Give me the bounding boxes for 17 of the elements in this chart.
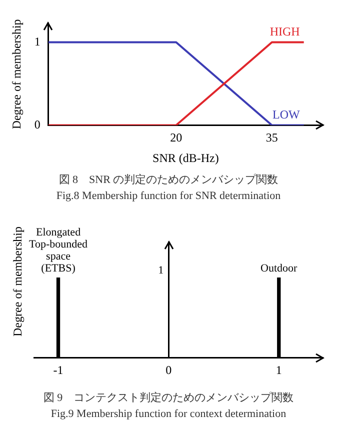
text: 1 bbox=[158, 264, 164, 276]
series-label: LOW bbox=[272, 107, 301, 122]
y-axis-title: Degree of membership bbox=[10, 226, 26, 336]
annotation: Outdoor bbox=[260, 262, 298, 274]
series-label: HIGH bbox=[270, 24, 300, 38]
x-tick-label: 35 bbox=[266, 130, 278, 145]
x-tick-label: 20 bbox=[170, 130, 182, 145]
text: Fig.9 Membership function for context determination bbox=[50, 407, 288, 422]
x-tick-label: -1 bbox=[53, 362, 64, 377]
x-axis-title: SNR (dB-Hz) bbox=[152, 150, 219, 165]
y-axis-title: Degree of membership bbox=[9, 19, 24, 130]
annotation: Elongated Top-bounded space (ETBS) bbox=[29, 226, 88, 274]
text: Fig.8 Membership function for SNR determination bbox=[55, 189, 282, 204]
x-tick-label: 1 bbox=[276, 362, 282, 377]
text: 図 8 SNR の判定のためのメンバシップ関数 bbox=[58, 172, 280, 188]
x-tick-label: 0 bbox=[166, 362, 172, 377]
text: 図 9 コンテクスト判定のためのメンバシップ関数 bbox=[42, 390, 295, 406]
